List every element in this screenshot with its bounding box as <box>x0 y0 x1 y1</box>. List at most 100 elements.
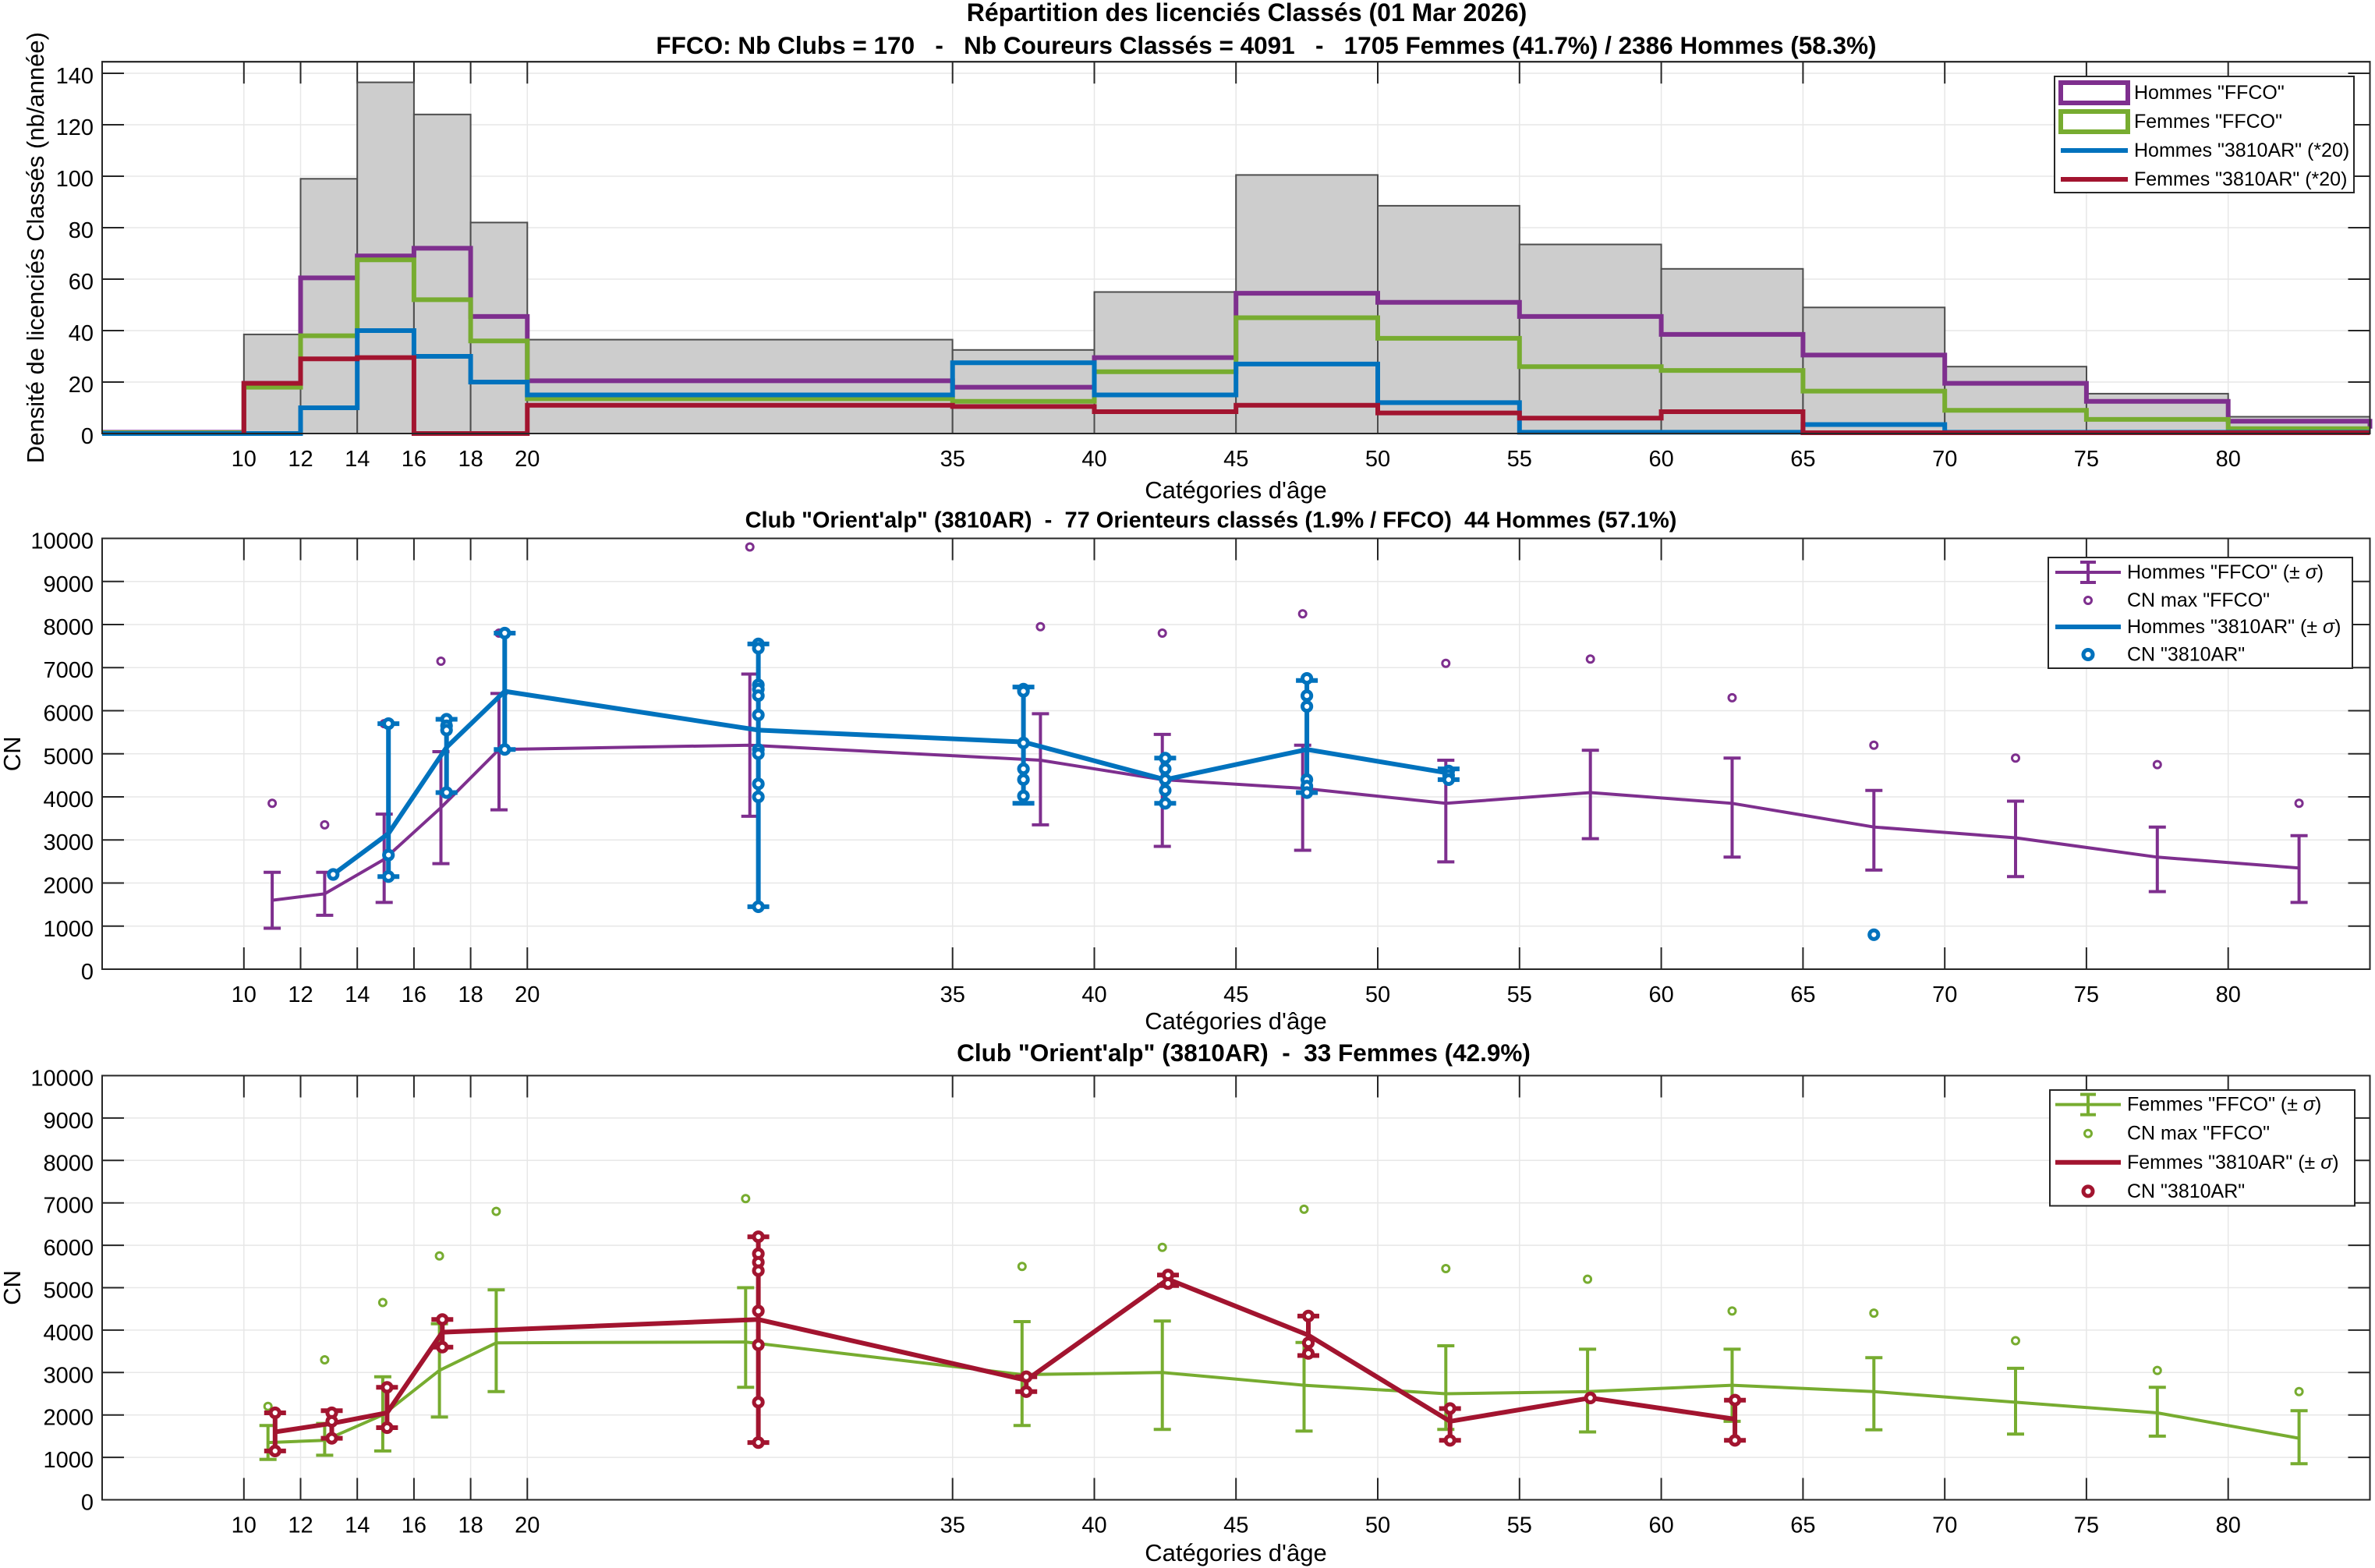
svg-text:CN "3810AR": CN "3810AR" <box>2127 1180 2245 1202</box>
svg-text:CN max "FFCO": CN max "FFCO" <box>2127 1123 2270 1145</box>
svg-text:16: 16 <box>402 1513 427 1538</box>
svg-text:0: 0 <box>81 424 94 449</box>
svg-text:12: 12 <box>288 447 313 472</box>
svg-text:Hommes "FFCO" (± σ): Hommes "FFCO" (± σ) <box>2127 561 2324 583</box>
svg-text:55: 55 <box>1507 982 1532 1007</box>
svg-text:40: 40 <box>1081 447 1106 472</box>
svg-text:75: 75 <box>2074 447 2099 472</box>
svg-text:7000: 7000 <box>43 658 94 683</box>
svg-text:10: 10 <box>232 982 257 1007</box>
svg-text:20: 20 <box>69 373 94 398</box>
svg-text:8000: 8000 <box>43 615 94 640</box>
svg-text:35: 35 <box>940 982 965 1007</box>
svg-text:70: 70 <box>1932 1513 1957 1538</box>
svg-text:35: 35 <box>940 1513 965 1538</box>
svg-text:14: 14 <box>345 447 370 472</box>
svg-text:3000: 3000 <box>43 830 94 855</box>
svg-text:60: 60 <box>1648 447 1673 472</box>
svg-text:6000: 6000 <box>43 702 94 727</box>
svg-text:45: 45 <box>1223 1513 1248 1538</box>
svg-text:75: 75 <box>2074 1513 2099 1538</box>
svg-text:Catégories d'âge: Catégories d'âge <box>1145 1007 1326 1035</box>
svg-text:55: 55 <box>1507 447 1532 472</box>
svg-text:Hommes "3810AR" (± σ): Hommes "3810AR" (± σ) <box>2127 616 2341 638</box>
svg-text:CN "3810AR": CN "3810AR" <box>2127 644 2245 666</box>
svg-text:14: 14 <box>345 982 370 1007</box>
svg-text:70: 70 <box>1932 982 1957 1007</box>
svg-text:5000: 5000 <box>43 1279 94 1304</box>
svg-text:Hommes "FFCO": Hommes "FFCO" <box>2134 82 2285 104</box>
svg-text:40: 40 <box>69 321 94 346</box>
svg-text:18: 18 <box>458 1513 483 1538</box>
svg-text:100: 100 <box>56 167 94 192</box>
svg-text:20: 20 <box>515 982 540 1007</box>
svg-text:FFCO: Nb Clubs = 170 - Nb: FFCO: Nb Clubs = 170 - Nb Coureurs Class… <box>656 31 1876 59</box>
svg-text:55: 55 <box>1507 1513 1532 1538</box>
svg-text:70: 70 <box>1932 447 1957 472</box>
svg-text:9000: 9000 <box>43 1109 94 1134</box>
svg-text:Club "Orient'alp" (3810AR) -: Club "Orient'alp" (3810AR) - 33 Femmes (… <box>957 1039 1531 1067</box>
svg-text:60: 60 <box>1648 982 1673 1007</box>
svg-text:Hommes "3810AR" (*20): Hommes "3810AR" (*20) <box>2134 140 2349 161</box>
svg-text:Femmes "FFCO": Femmes "FFCO" <box>2134 111 2282 133</box>
svg-text:40: 40 <box>1081 1513 1106 1538</box>
svg-text:CN: CN <box>0 1270 26 1305</box>
svg-text:12: 12 <box>288 1513 313 1538</box>
svg-text:12: 12 <box>288 982 313 1007</box>
svg-text:2000: 2000 <box>43 1406 94 1431</box>
svg-text:Femmes "FFCO" (± σ): Femmes "FFCO" (± σ) <box>2127 1094 2321 1116</box>
svg-text:65: 65 <box>1790 447 1815 472</box>
svg-text:10000: 10000 <box>30 529 94 554</box>
svg-text:120: 120 <box>56 115 94 140</box>
svg-text:10: 10 <box>232 447 257 472</box>
svg-text:1000: 1000 <box>43 1448 94 1473</box>
svg-text:Femmes "3810AR" (± σ): Femmes "3810AR" (± σ) <box>2127 1152 2339 1173</box>
svg-text:35: 35 <box>940 447 965 472</box>
svg-text:18: 18 <box>458 447 483 472</box>
svg-text:7000: 7000 <box>43 1194 94 1219</box>
svg-text:1000: 1000 <box>43 917 94 942</box>
svg-text:20: 20 <box>515 447 540 472</box>
svg-text:2000: 2000 <box>43 874 94 899</box>
svg-text:CN max "FFCO": CN max "FFCO" <box>2127 589 2270 611</box>
svg-text:Densité de licenciés Classés (: Densité de licenciés Classés (nb/année) <box>22 32 49 463</box>
svg-text:80: 80 <box>69 218 94 243</box>
svg-text:65: 65 <box>1790 1513 1815 1538</box>
svg-text:0: 0 <box>81 960 94 985</box>
svg-text:9000: 9000 <box>43 572 94 597</box>
svg-text:80: 80 <box>2216 447 2241 472</box>
svg-text:10000: 10000 <box>30 1067 94 1092</box>
svg-text:80: 80 <box>2216 982 2241 1007</box>
svg-text:8000: 8000 <box>43 1151 94 1176</box>
svg-text:140: 140 <box>56 64 94 89</box>
svg-text:50: 50 <box>1365 447 1390 472</box>
svg-text:40: 40 <box>1081 982 1106 1007</box>
svg-text:5000: 5000 <box>43 745 94 770</box>
svg-text:6000: 6000 <box>43 1236 94 1261</box>
svg-text:60: 60 <box>1648 1513 1673 1538</box>
svg-text:50: 50 <box>1365 1513 1390 1538</box>
svg-text:50: 50 <box>1365 982 1390 1007</box>
svg-text:Club "Orient'alp" (3810AR) -: Club "Orient'alp" (3810AR) - 77 Orienteu… <box>745 508 1677 533</box>
svg-text:75: 75 <box>2074 982 2099 1007</box>
svg-text:Femmes "3810AR" (*20): Femmes "3810AR" (*20) <box>2134 168 2347 190</box>
svg-text:60: 60 <box>69 270 94 295</box>
svg-text:Catégories d'âge: Catégories d'âge <box>1145 476 1326 504</box>
svg-text:CN: CN <box>0 736 26 771</box>
svg-text:14: 14 <box>345 1513 370 1538</box>
svg-text:80: 80 <box>2216 1513 2241 1538</box>
svg-text:10: 10 <box>232 1513 257 1538</box>
svg-text:3000: 3000 <box>43 1363 94 1388</box>
svg-text:Répartition des licenciés Clas: Répartition des licenciés Classés (01 Ma… <box>967 0 1527 27</box>
svg-text:45: 45 <box>1223 447 1248 472</box>
svg-text:0: 0 <box>81 1491 94 1516</box>
svg-text:Catégories d'âge: Catégories d'âge <box>1145 1539 1326 1566</box>
svg-text:18: 18 <box>458 982 483 1007</box>
svg-text:20: 20 <box>515 1513 540 1538</box>
svg-text:16: 16 <box>402 447 427 472</box>
svg-text:16: 16 <box>402 982 427 1007</box>
svg-text:65: 65 <box>1790 982 1815 1007</box>
svg-text:45: 45 <box>1223 982 1248 1007</box>
svg-text:4000: 4000 <box>43 788 94 812</box>
svg-text:4000: 4000 <box>43 1321 94 1346</box>
